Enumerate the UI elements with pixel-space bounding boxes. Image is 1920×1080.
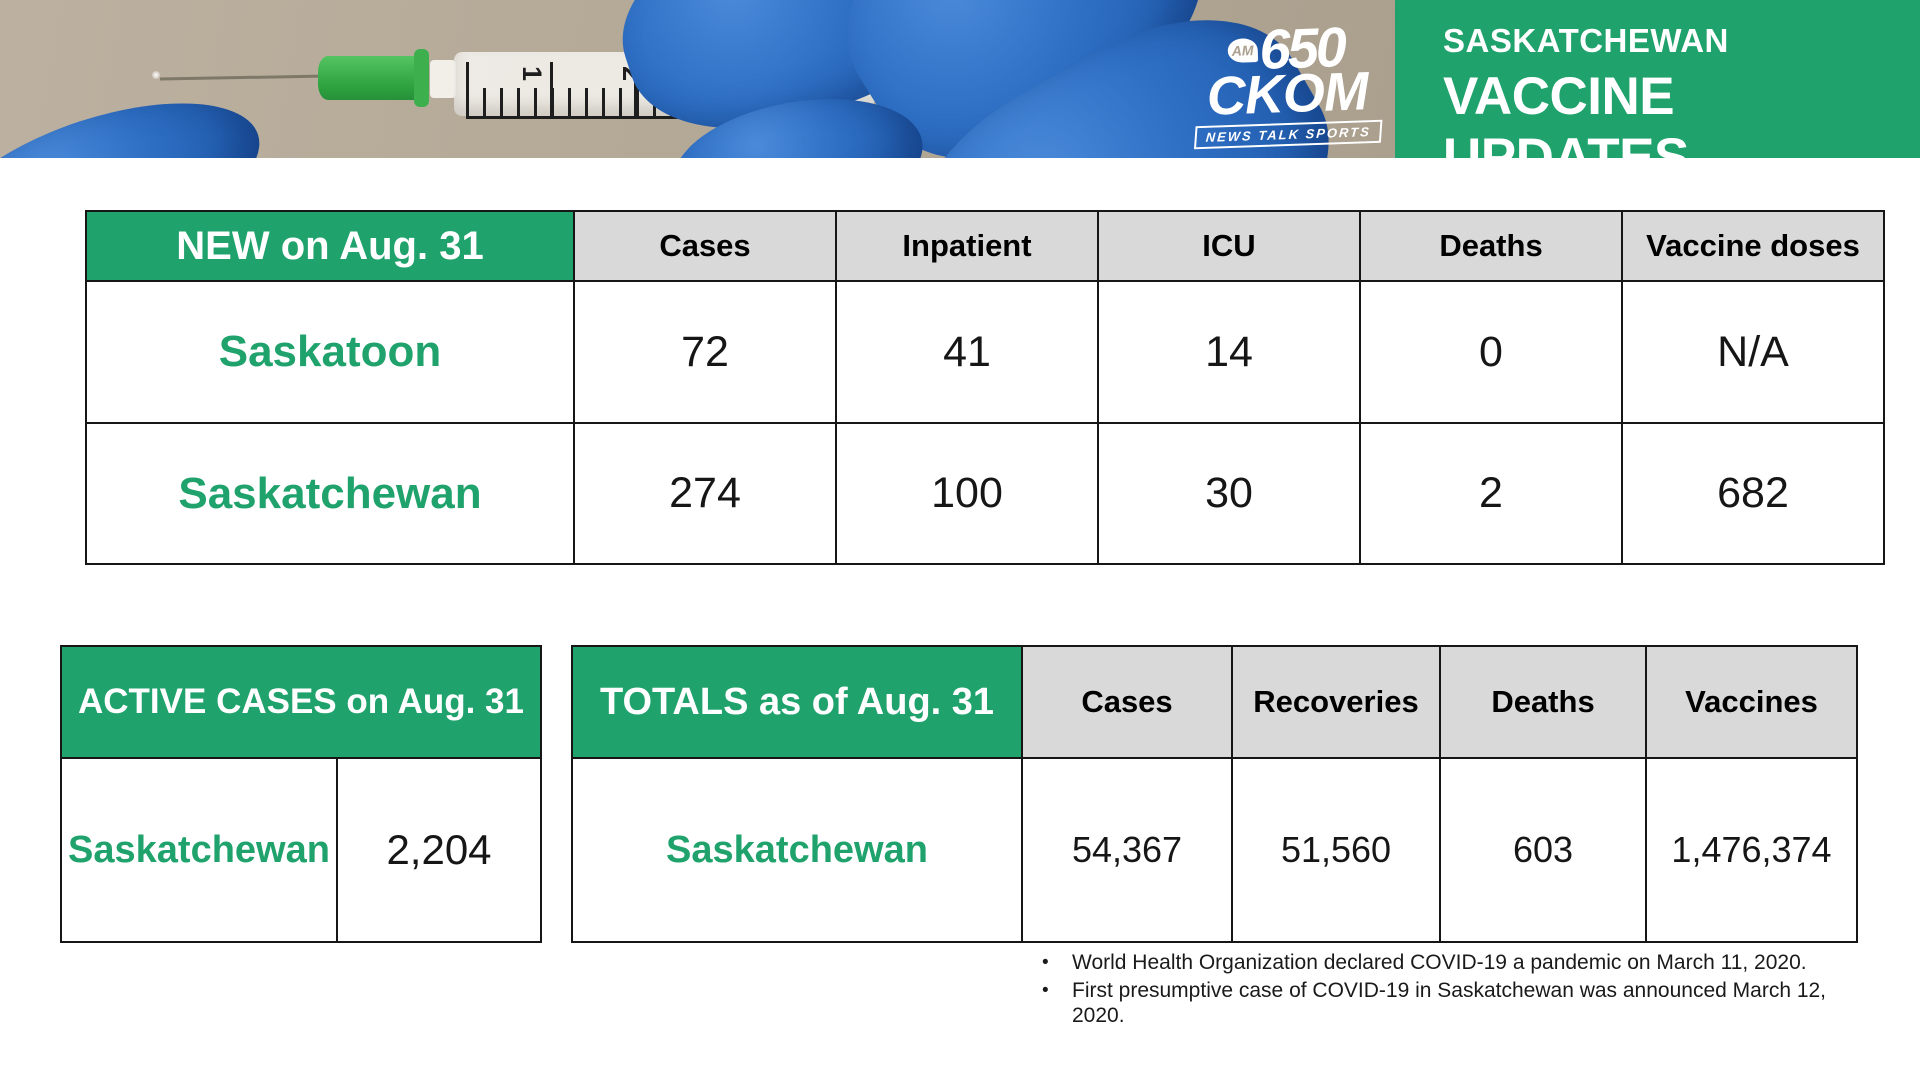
footnote-item: • First presumptive case of COVID-19 in … bbox=[1042, 978, 1842, 1028]
syringe-needle-tip bbox=[152, 71, 160, 79]
new-table-saskatoon-icu: 14 bbox=[1099, 282, 1359, 422]
active-table-row-label: Saskatchewan bbox=[62, 759, 336, 941]
syringe-needle-hub bbox=[318, 56, 428, 100]
footnote-text-1: World Health Organization declared COVID… bbox=[1072, 951, 1807, 974]
syringe-photo: 1 2 AM 650 CKOM NEWS TALK SPORTS bbox=[0, 0, 1395, 158]
totals-table-title: TOTALS as of Aug. 31 bbox=[573, 647, 1021, 757]
totals-table: TOTALS as of Aug. 31 Cases Recoveries De… bbox=[571, 645, 1858, 943]
footnotes: • World Health Organization declared COV… bbox=[1042, 950, 1842, 1031]
totals-table-header-deaths: Deaths bbox=[1441, 647, 1645, 757]
totals-table-vaccines: 1,476,374 bbox=[1647, 759, 1856, 941]
new-table-saskatoon-deaths: 0 bbox=[1361, 282, 1621, 422]
new-table-header-icu: ICU bbox=[1099, 212, 1359, 280]
new-table-saskatchewan-inpatient: 100 bbox=[837, 424, 1097, 563]
totals-table-row-label: Saskatchewan bbox=[573, 759, 1021, 941]
syringe-needle bbox=[159, 74, 329, 81]
syringe-hub-flange bbox=[414, 49, 429, 107]
footnote-text-2: First presumptive case of COVID-19 in Sa… bbox=[1072, 979, 1827, 1027]
new-table-saskatchewan-vaccine-doses: 682 bbox=[1623, 424, 1883, 563]
active-table-title: ACTIVE CASES on Aug. 31 bbox=[62, 647, 540, 757]
new-table-header-deaths: Deaths bbox=[1361, 212, 1621, 280]
new-table-saskatoon-cases: 72 bbox=[575, 282, 835, 422]
ckom-am-badge: AM bbox=[1227, 38, 1258, 64]
syringe-collar bbox=[430, 60, 456, 98]
syringe-scale-number-1: 1 bbox=[517, 65, 548, 82]
active-cases-table: ACTIVE CASES on Aug. 31 Saskatchewan 2,2… bbox=[60, 645, 542, 943]
active-table-row-value: 2,204 bbox=[338, 759, 540, 941]
bullet-icon: • bbox=[1042, 952, 1049, 973]
ckom-logo: AM 650 CKOM NEWS TALK SPORTS bbox=[1180, 15, 1394, 150]
totals-table-cases: 54,367 bbox=[1023, 759, 1231, 941]
banner-title-line1: SASKATCHEWAN bbox=[1443, 22, 1729, 59]
new-table-saskatchewan-cases: 274 bbox=[575, 424, 835, 563]
ckom-tagline: NEWS TALK SPORTS bbox=[1194, 119, 1384, 150]
footnote-item: • World Health Organization declared COV… bbox=[1042, 950, 1842, 975]
new-table-saskatoon-inpatient: 41 bbox=[837, 282, 1097, 422]
new-table-row-saskatoon-label: Saskatoon bbox=[87, 282, 573, 422]
totals-table-header-cases: Cases bbox=[1023, 647, 1231, 757]
banner-title-line2: VACCINE UPDATES bbox=[1443, 67, 1689, 187]
glove-corner-fingertip bbox=[0, 70, 279, 158]
new-table-saskatoon-vaccine-doses: N/A bbox=[1623, 282, 1883, 422]
top-banner: 1 2 AM 650 CKOM NEWS TALK SPORTS SASKATC… bbox=[0, 0, 1920, 187]
new-table-row-saskatchewan-label: Saskatchewan bbox=[87, 424, 573, 563]
new-table-header-vaccine-doses: Vaccine doses bbox=[1623, 212, 1883, 280]
new-table-header-inpatient: Inpatient bbox=[837, 212, 1097, 280]
totals-table-recoveries: 51,560 bbox=[1233, 759, 1439, 941]
new-table-saskatchewan-icu: 30 bbox=[1099, 424, 1359, 563]
new-table-header-cases: Cases bbox=[575, 212, 835, 280]
totals-table-header-recoveries: Recoveries bbox=[1233, 647, 1439, 757]
banner-title-block: SASKATCHEWAN VACCINE UPDATES bbox=[1395, 0, 1920, 187]
new-table-title: NEW on Aug. 31 bbox=[87, 212, 573, 280]
new-cases-table: NEW on Aug. 31 Cases Inpatient ICU Death… bbox=[85, 210, 1885, 565]
totals-table-header-vaccines: Vaccines bbox=[1647, 647, 1856, 757]
bullet-icon: • bbox=[1042, 980, 1049, 1001]
ckom-callsign: CKOM bbox=[1205, 61, 1369, 128]
new-table-saskatchewan-deaths: 2 bbox=[1361, 424, 1621, 563]
totals-table-deaths: 603 bbox=[1441, 759, 1645, 941]
